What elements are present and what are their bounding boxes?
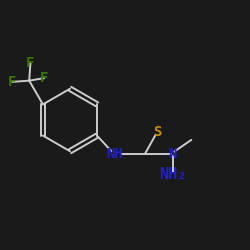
Text: NH₂: NH₂ xyxy=(159,168,186,182)
Text: S: S xyxy=(154,126,162,140)
Text: F: F xyxy=(26,56,34,70)
Text: F: F xyxy=(40,71,48,85)
Text: F: F xyxy=(8,75,16,89)
Text: NH: NH xyxy=(107,146,124,160)
Text: N: N xyxy=(168,146,177,160)
